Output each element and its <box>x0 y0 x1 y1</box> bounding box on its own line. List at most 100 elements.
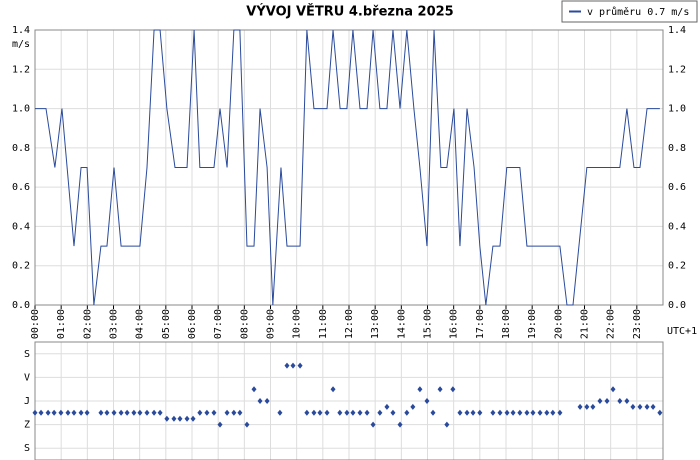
scatter-point <box>457 409 463 416</box>
scatter-point <box>410 403 416 410</box>
y-tick-label: 0.2 <box>12 261 30 272</box>
legend-box <box>561 0 698 23</box>
scatter-point <box>430 409 436 416</box>
scatter-point <box>604 398 610 404</box>
scatter-point <box>264 398 270 404</box>
legend-label: v průměru 0.7 m/s <box>587 6 689 18</box>
y-tick-label-right: 1.2 <box>668 64 686 75</box>
scatter-point <box>151 409 157 416</box>
y-axis-label: m/s <box>12 39 30 50</box>
scatter-point <box>211 409 217 416</box>
x-tick-label: 04:00 <box>135 309 146 339</box>
scatter-point <box>311 409 317 416</box>
x-tick-label: 08:00 <box>239 309 250 339</box>
scatter-point <box>497 409 503 416</box>
x-tick-label: 14:00 <box>396 309 407 339</box>
x-tick-label: 09:00 <box>266 309 277 339</box>
scatter-point <box>450 386 456 393</box>
scatter-point <box>537 409 543 416</box>
scatter-point <box>98 409 104 416</box>
scatter-point <box>424 398 430 404</box>
scatter-point <box>251 386 257 393</box>
y-tick-label: 0.6 <box>12 182 30 193</box>
scatter-point <box>284 362 290 369</box>
x-tick-label: 05:00 <box>161 309 172 339</box>
scatter-point <box>524 409 530 416</box>
scatter-point <box>217 421 223 428</box>
scatter-point <box>304 409 310 416</box>
scatter-point <box>404 409 410 416</box>
x-tick-label: 11:00 <box>318 309 329 339</box>
scatter-point <box>297 362 303 369</box>
x-tick-label: 07:00 <box>213 309 224 339</box>
scatter-point <box>290 362 296 369</box>
scatter-point <box>45 409 51 416</box>
scatter-point <box>164 415 170 422</box>
x-tick-label: 01:00 <box>56 309 67 339</box>
scatter-point <box>490 409 496 416</box>
scatter-point <box>51 409 57 416</box>
scatter-point <box>650 403 656 410</box>
scatter-point <box>437 386 443 393</box>
y-tick-label: S <box>24 349 30 360</box>
scatter-point <box>224 409 230 416</box>
y-tick-label: 1.0 <box>12 104 30 115</box>
y-tick-label: S <box>24 443 30 454</box>
scatter-point <box>237 409 243 416</box>
scatter-point <box>277 409 283 416</box>
scatter-point <box>444 421 450 428</box>
scatter-point <box>504 409 510 416</box>
scatter-point <box>610 386 616 393</box>
scatter-point <box>384 403 390 410</box>
scatter-point <box>231 409 237 416</box>
chart-title: VÝVOJ VĚTRU 4.března 2025 <box>246 4 453 20</box>
plot-frame <box>34 341 664 460</box>
scatter-point <box>530 409 536 416</box>
scatter-point <box>137 409 143 416</box>
y-tick-label: J <box>24 396 30 407</box>
x-tick-label: 06:00 <box>187 309 198 339</box>
scatter-point <box>357 409 363 416</box>
scatter-point <box>397 421 403 428</box>
x-tick-label: 21:00 <box>580 309 591 339</box>
x-tick-label: 16:00 <box>449 309 460 339</box>
y-tick-label-right: 1.4 <box>668 25 686 36</box>
scatter-point <box>324 409 330 416</box>
scatter-point <box>131 409 137 416</box>
scatter-point <box>550 409 556 416</box>
scatter-point <box>190 415 196 422</box>
x-tick-label: 03:00 <box>109 309 120 339</box>
scatter-point <box>78 409 84 416</box>
x-tick-label: 10:00 <box>292 309 303 339</box>
y-tick-label-right: 0.8 <box>668 143 686 154</box>
y-tick-label-right: 0.6 <box>668 182 686 193</box>
scatter-point <box>557 409 563 416</box>
scatter-point <box>464 409 470 416</box>
x-tick-label: 20:00 <box>553 309 564 339</box>
y-tick-label: V <box>24 372 30 383</box>
scatter-point <box>197 409 203 416</box>
scatter-point <box>590 403 596 410</box>
scatter-point <box>32 409 38 416</box>
y-tick-label-right: 0.0 <box>668 300 686 311</box>
y-tick-label-right: 0.2 <box>668 261 686 272</box>
scatter-point <box>644 403 650 410</box>
y-tick-label-right: 1.0 <box>668 104 686 115</box>
scatter-point <box>177 415 183 422</box>
scatter-point <box>65 409 71 416</box>
scatter-point <box>597 398 603 404</box>
x-tick-label: 23:00 <box>632 309 643 339</box>
scatter-point <box>71 409 77 416</box>
scatter-point <box>477 409 483 416</box>
scatter-point <box>370 421 376 428</box>
scatter-point <box>510 409 516 416</box>
scatter-point <box>657 409 663 416</box>
scatter-point <box>204 409 210 416</box>
scatter-point <box>38 409 44 416</box>
y-tick-label: 0.4 <box>12 221 30 232</box>
scatter-point <box>390 409 396 416</box>
scatter-point <box>330 386 336 393</box>
scatter-point <box>144 409 150 416</box>
scatter-point <box>118 409 124 416</box>
